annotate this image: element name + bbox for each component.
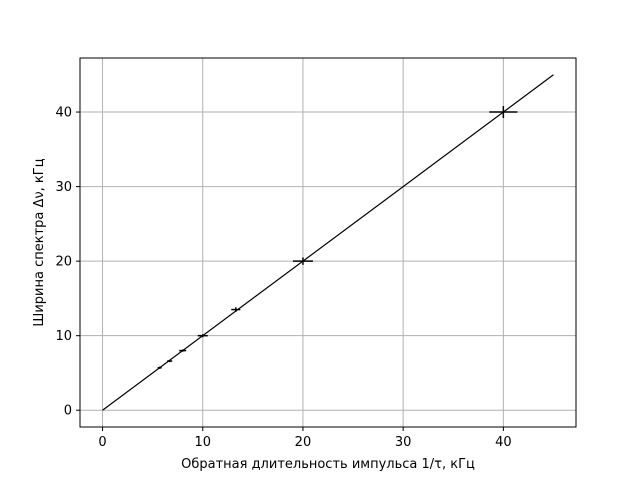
x-tick-label: 30 [395,435,412,450]
x-axis-ticks: 0 10 20 30 40 [98,427,512,450]
y-tick-label: 0 [64,404,72,419]
y-tick-label: 30 [55,180,72,195]
fit-line-layer [102,74,554,411]
y-axis-ticks: 0 10 20 30 40 [55,106,80,419]
data-point [292,257,313,265]
y-tick-label: 10 [55,329,72,344]
x-tick-label: 10 [194,435,211,450]
data-point [231,307,241,312]
data-point [197,334,208,338]
y-axis-label: Ширина спектра Δν, кГц [32,158,47,326]
x-tick-label: 0 [98,435,106,450]
data-point [489,106,518,119]
fit-line [102,74,554,411]
x-tick-label: 40 [495,435,512,450]
data-point [179,349,187,352]
data-point [157,366,162,369]
y-tick-label: 20 [55,255,72,270]
plot-frame [79,57,577,428]
x-axis-label: Обратная длительность импульса 1/τ, кГц [181,457,475,472]
y-tick-label: 40 [55,106,72,121]
data-point [167,359,173,363]
data-points-layer [157,106,518,369]
x-tick-label: 20 [295,435,312,450]
